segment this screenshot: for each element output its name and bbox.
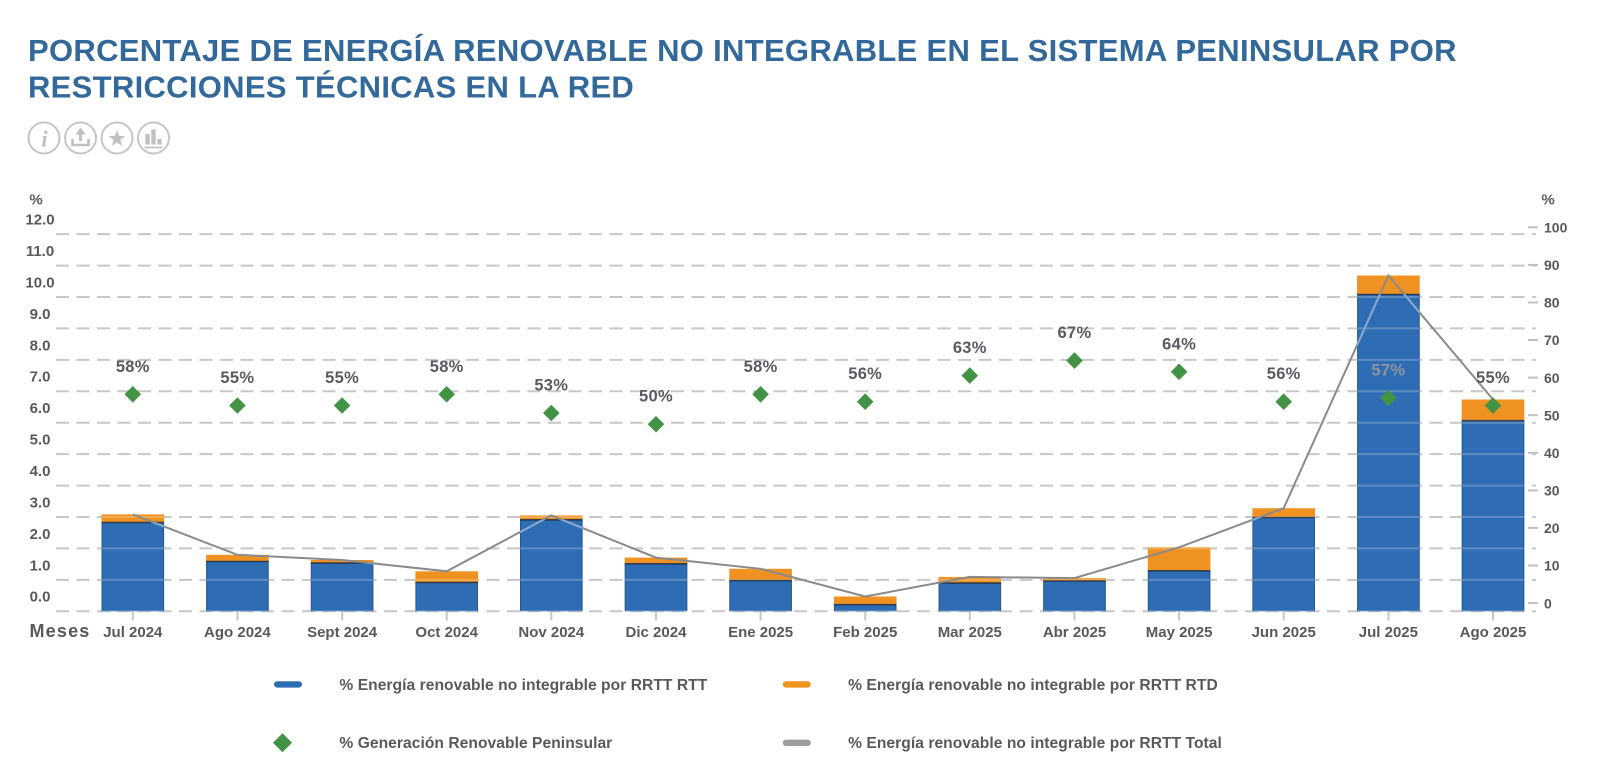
svg-text:%: % [29,191,42,208]
svg-text:% Energía renovable no integra: % Energía renovable no integrable por RR… [848,735,1222,752]
svg-text:%: % [1541,191,1554,208]
svg-text:Dic 2024: Dic 2024 [626,624,688,641]
svg-text:Jun 2025: Jun 2025 [1252,624,1316,641]
svg-text:100: 100 [1544,220,1568,236]
svg-text:0.0: 0.0 [30,589,51,606]
svg-text:Mar 2025: Mar 2025 [938,624,1002,641]
svg-text:i: i [41,127,48,152]
svg-text:May 2025: May 2025 [1146,624,1213,641]
svg-text:Nov 2024: Nov 2024 [518,624,585,641]
svg-text:55%: 55% [1476,369,1510,387]
svg-text:63%: 63% [953,339,987,357]
svg-text:Jul 2024: Jul 2024 [103,624,163,641]
svg-text:60: 60 [1544,370,1560,386]
svg-text:4.0: 4.0 [30,463,51,480]
svg-text:5.0: 5.0 [30,432,51,449]
svg-text:Meses: Meses [29,621,90,641]
svg-text:30: 30 [1544,483,1560,499]
svg-text:80: 80 [1544,295,1560,311]
svg-text:Feb 2025: Feb 2025 [833,624,897,641]
svg-text:10: 10 [1544,558,1560,574]
svg-text:53%: 53% [534,377,568,395]
svg-text:% Generación Renovable Peninsu: % Generación Renovable Peninsular [339,735,612,752]
svg-text:2.0: 2.0 [30,526,51,543]
svg-text:% Energía renovable no integra: % Energía renovable no integrable por RR… [848,677,1218,694]
svg-text:50: 50 [1544,407,1560,423]
svg-text:50%: 50% [639,388,673,406]
svg-text:3.0: 3.0 [30,494,51,511]
svg-text:90: 90 [1544,257,1560,273]
svg-text:58%: 58% [430,358,464,376]
svg-text:67%: 67% [1058,324,1092,342]
svg-text:Ago 2024: Ago 2024 [204,624,271,641]
svg-text:0: 0 [1544,595,1552,611]
svg-text:Ago 2025: Ago 2025 [1460,624,1527,641]
svg-text:40: 40 [1544,445,1560,461]
svg-text:58%: 58% [744,358,778,376]
svg-text:Jul 2025: Jul 2025 [1359,624,1418,641]
svg-text:Abr 2025: Abr 2025 [1043,624,1106,641]
svg-text:55%: 55% [325,369,359,387]
svg-text:% Energía renovable no integra: % Energía renovable no integrable por RR… [339,677,707,694]
svg-text:8.0: 8.0 [30,337,51,354]
svg-text:Ene 2025: Ene 2025 [728,624,793,641]
svg-text:58%: 58% [116,358,150,376]
svg-text:56%: 56% [848,365,882,383]
svg-text:7.0: 7.0 [30,369,51,386]
svg-text:55%: 55% [220,369,254,387]
svg-text:12.0: 12.0 [25,212,54,229]
svg-text:20: 20 [1544,520,1560,536]
svg-text:Sept 2024: Sept 2024 [307,624,378,641]
svg-text:1.0: 1.0 [30,557,51,574]
svg-text:57%: 57% [1371,362,1405,380]
svg-text:RESTRICCIONES TÉCNICAS EN LA R: RESTRICCIONES TÉCNICAS EN LA RED [28,69,634,104]
svg-text:9.0: 9.0 [30,306,51,323]
svg-text:10.0: 10.0 [25,274,54,291]
svg-text:70: 70 [1544,332,1560,348]
svg-text:Oct 2024: Oct 2024 [415,624,478,641]
svg-text:PORCENTAJE DE ENERGÍA RENOVABL: PORCENTAJE DE ENERGÍA RENOVABLE NO INTEG… [28,33,1457,68]
svg-text:6.0: 6.0 [30,400,51,417]
svg-text:56%: 56% [1267,365,1301,383]
svg-text:11.0: 11.0 [26,243,54,260]
svg-text:64%: 64% [1162,335,1196,353]
